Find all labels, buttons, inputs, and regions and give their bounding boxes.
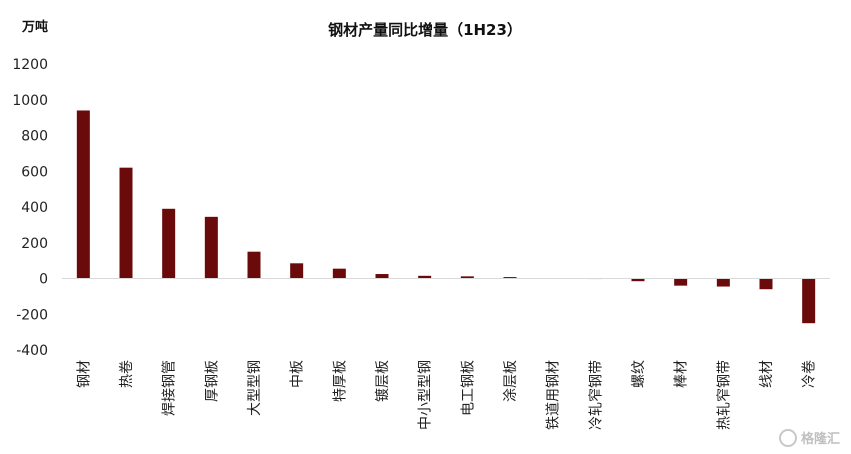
bar <box>802 278 816 324</box>
bar <box>332 268 346 279</box>
category-label: 焊接钢管 <box>161 360 178 416</box>
bar <box>119 167 133 279</box>
bar <box>247 251 261 279</box>
y-tick-label: 400 <box>21 200 48 216</box>
category-label: 钢材 <box>76 360 92 388</box>
bar <box>418 275 432 279</box>
category-label: 热卷 <box>119 360 135 388</box>
category-label: 涂层板 <box>503 360 519 402</box>
category-label: 厚钢板 <box>204 360 220 402</box>
y-tick-label: 200 <box>21 236 48 252</box>
category-label: 冷卷 <box>802 360 818 388</box>
y-tick-label: -200 <box>16 307 48 323</box>
y-tick-label: 0 <box>39 272 48 288</box>
category-label: 电工钢板 <box>460 360 476 416</box>
category-label: 铁道用钢材 <box>546 360 562 430</box>
category-label: 中小型型钢 <box>418 360 434 430</box>
bar <box>631 278 645 282</box>
y-axis: 1200 1000 800 600 400 200 0 -200 -400 <box>12 57 48 359</box>
category-label: 冷轧窄钢带 <box>587 360 604 430</box>
category-label: 线材 <box>759 360 775 388</box>
category-label: 镀层板 <box>374 360 391 402</box>
watermark-text: 格隆汇 <box>801 431 840 447</box>
bar <box>674 278 688 286</box>
bar <box>759 278 773 290</box>
y-tick-label: 1000 <box>12 93 48 109</box>
chart-title: 钢材产量同比增量（1H23） <box>328 21 522 39</box>
bar <box>76 110 90 279</box>
bar <box>460 276 474 279</box>
category-label: 螺纹 <box>631 360 647 388</box>
bar <box>204 216 218 279</box>
bar <box>290 263 304 279</box>
category-label: 棒材 <box>674 360 690 388</box>
watermark: 格隆汇 <box>779 429 840 447</box>
y-tick-label: 800 <box>21 129 48 145</box>
y-tick-label: -400 <box>16 343 48 359</box>
bar <box>162 208 176 279</box>
x-axis-labels: 钢材 热卷 焊接钢管 厚钢板 大型型钢 中板 特厚板 镀层板 中小型型钢 电工钢板 涂层板 铁道用钢材… <box>76 360 817 430</box>
category-label: 特厚板 <box>332 360 348 402</box>
category-label: 中板 <box>290 360 306 388</box>
bar <box>503 277 517 279</box>
unit-label: 万吨 <box>21 19 48 35</box>
y-tick-label: 600 <box>21 164 48 180</box>
bar <box>716 278 730 287</box>
category-label: 热轧窄钢带 <box>715 360 732 430</box>
watermark-logo-icon <box>779 429 797 447</box>
category-label: 大型型钢 <box>247 360 263 416</box>
y-tick-label: 1200 <box>12 57 48 73</box>
bar <box>375 274 389 279</box>
bars <box>76 110 816 324</box>
